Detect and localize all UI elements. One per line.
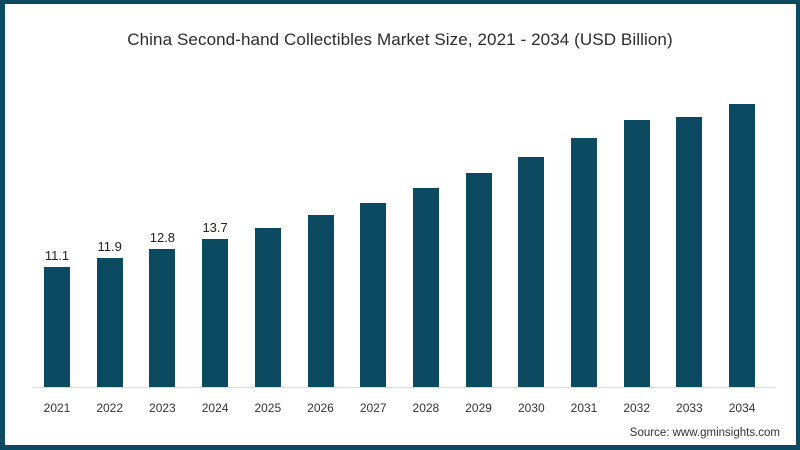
- bar-2023: [149, 249, 176, 387]
- data-label-2023: 12.8: [149, 230, 176, 245]
- x-axis-baseline: [32, 387, 776, 388]
- x-tick-label: 2028: [412, 401, 440, 415]
- bar-2021: [44, 267, 70, 387]
- bar-2022: [96, 258, 123, 387]
- x-tick-label: 2023: [149, 401, 176, 415]
- x-tick-label: 2026: [307, 401, 334, 415]
- x-tick-label: 2034: [728, 401, 756, 415]
- bar-2027: [360, 203, 387, 387]
- chart-frame: [5, 4, 796, 445]
- x-tick-label: 2033: [676, 401, 703, 415]
- data-label-2024: 13.7: [202, 220, 228, 235]
- bar-2029: [465, 173, 492, 387]
- data-label-2022: 11.9: [97, 239, 122, 254]
- x-tick-label: 2030: [517, 401, 545, 415]
- bar-2031: [571, 138, 597, 387]
- x-tick-label: 2021: [43, 401, 71, 415]
- bar-2033: [676, 117, 703, 387]
- x-tick-label: 2025: [254, 401, 282, 415]
- bar-2028: [412, 188, 439, 387]
- x-tick-label: 2029: [465, 401, 492, 415]
- data-label-2021: 11.1: [44, 248, 70, 263]
- bar-2025: [254, 228, 281, 387]
- x-tick-label: 2024: [201, 401, 229, 415]
- bar-2034: [729, 104, 756, 387]
- bar-2030: [518, 157, 545, 387]
- x-tick-label: 2022: [96, 401, 124, 415]
- bar-2032: [623, 120, 650, 387]
- source-note: Source: www.gminsights.com: [629, 427, 780, 439]
- bar-2024: [202, 239, 229, 387]
- bar-2026: [307, 215, 334, 387]
- chart-title: China Second-hand Collectibles Market Si…: [127, 30, 673, 49]
- x-tick-label: 2027: [359, 401, 387, 415]
- x-tick-label: 2032: [623, 401, 651, 415]
- x-tick-label: 2031: [570, 401, 598, 415]
